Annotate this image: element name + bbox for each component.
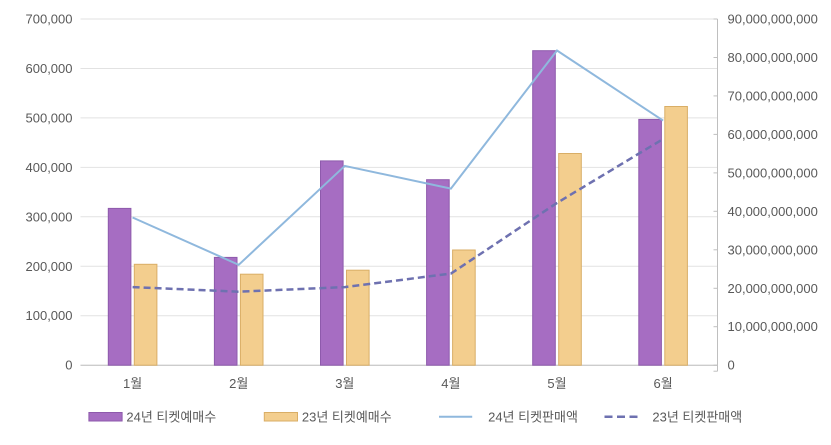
svg-text:24년 티켓판매액: 24년 티켓판매액 <box>488 410 578 425</box>
svg-text:23년 티켓예매수: 23년 티켓예매수 <box>302 410 392 425</box>
svg-text:24년 티켓예매수: 24년 티켓예매수 <box>126 410 216 425</box>
svg-text:400,000: 400,000 <box>26 160 73 175</box>
svg-text:40,000,000,000: 40,000,000,000 <box>728 204 818 219</box>
svg-text:0: 0 <box>728 358 735 373</box>
svg-text:20,000,000,000: 20,000,000,000 <box>728 281 818 296</box>
svg-text:1월: 1월 <box>123 376 142 391</box>
svg-text:300,000: 300,000 <box>26 209 73 224</box>
svg-text:4월: 4월 <box>441 376 460 391</box>
svg-text:6월: 6월 <box>653 376 672 391</box>
svg-text:600,000: 600,000 <box>26 61 73 76</box>
svg-text:80,000,000,000: 80,000,000,000 <box>728 50 818 65</box>
svg-text:700,000: 700,000 <box>26 12 73 27</box>
svg-text:60,000,000,000: 60,000,000,000 <box>728 127 818 142</box>
svg-text:100,000: 100,000 <box>26 308 73 323</box>
svg-text:3월: 3월 <box>335 376 354 391</box>
svg-text:5월: 5월 <box>547 376 566 391</box>
svg-text:50,000,000,000: 50,000,000,000 <box>728 165 818 180</box>
svg-text:2월: 2월 <box>229 376 248 391</box>
svg-text:90,000,000,000: 90,000,000,000 <box>728 12 818 27</box>
svg-text:23년 티켓판매액: 23년 티켓판매액 <box>652 410 742 425</box>
svg-text:70,000,000,000: 70,000,000,000 <box>728 88 818 103</box>
svg-text:0: 0 <box>65 358 72 373</box>
svg-text:200,000: 200,000 <box>26 259 73 274</box>
svg-text:10,000,000,000: 10,000,000,000 <box>728 319 818 334</box>
svg-text:500,000: 500,000 <box>26 110 73 125</box>
svg-text:30,000,000,000: 30,000,000,000 <box>728 242 818 257</box>
